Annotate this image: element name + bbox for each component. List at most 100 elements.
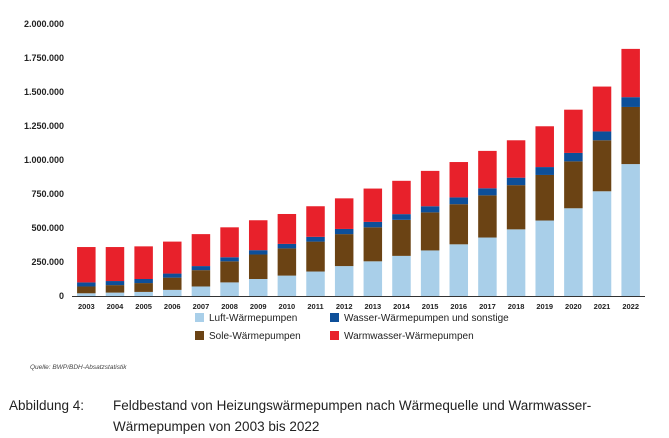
bar-segment: [134, 279, 153, 284]
x-tick-label: 2021: [594, 302, 611, 311]
source-note: Quelle: BWP/BDH-Absatzstatistik: [30, 364, 127, 371]
bar-segment: [334, 234, 354, 267]
bar-segment: [478, 188, 497, 196]
bar-segment: [363, 261, 383, 296]
bar-segment: [392, 255, 411, 296]
bar-segment: [277, 248, 297, 276]
y-tick-label: 500.000: [31, 223, 64, 233]
bar-segment: [105, 292, 125, 296]
x-tick-label: 2006: [164, 302, 181, 311]
bar-segment: [621, 164, 640, 296]
bar-segment: [163, 241, 182, 274]
legend-label: Warmwasser-Wärmepumpen: [344, 331, 474, 342]
x-tick-label: 2010: [279, 302, 296, 311]
bar-segment: [506, 229, 526, 296]
bar-segment: [420, 250, 440, 296]
bar-segment: [105, 285, 125, 293]
bar-segment: [506, 177, 526, 186]
bar-segment: [535, 174, 554, 221]
x-tick-label: 2003: [78, 302, 95, 311]
y-tick-label: 1.500.000: [24, 87, 64, 97]
bar-segment: [592, 131, 612, 141]
bar-segment: [592, 140, 612, 192]
bar-segment: [277, 213, 297, 244]
bar-segment: [220, 261, 239, 283]
bar-segment: [478, 150, 497, 189]
x-tick-label: 2017: [479, 302, 496, 311]
bar-segment: [77, 293, 96, 296]
bar-segment: [248, 250, 268, 255]
bar-segment: [220, 282, 239, 296]
x-tick-label: 2007: [193, 302, 210, 311]
bar-segment: [77, 247, 96, 283]
bar-segment: [334, 198, 354, 229]
bar-segment: [592, 191, 612, 296]
bars: [77, 48, 640, 296]
x-tick-label: 2008: [221, 302, 238, 311]
bar-segment: [134, 246, 153, 279]
bar-segment: [163, 289, 182, 296]
y-tick-label: 750.000: [31, 189, 64, 199]
bar-segment: [564, 152, 583, 162]
legend: Luft-Wärmepumpen Wasser-Wärmepumpen und s…: [195, 313, 509, 342]
legend-swatch: [330, 331, 339, 340]
bar-segment: [363, 227, 383, 262]
y-axis-ticks: 0 250.000 500.000 750.000 1.000.000 1.250.000…: [24, 19, 64, 301]
x-tick-label: 2019: [536, 302, 553, 311]
bar-segment: [363, 188, 383, 222]
bar-segment: [334, 266, 354, 296]
bar-segment: [134, 291, 153, 296]
bar-segment: [77, 282, 96, 287]
bar-segment: [163, 277, 182, 290]
x-tick-label: 2022: [622, 302, 639, 311]
bar-segment: [592, 86, 612, 132]
bar-segment: [449, 197, 469, 205]
x-tick-label: 2009: [250, 302, 267, 311]
bar-segment: [134, 283, 153, 292]
bar-segment: [621, 97, 640, 107]
bar-segment: [621, 48, 640, 98]
legend-label: Wasser-Wärmepumpen und sonstige: [344, 313, 509, 324]
bar-segment: [392, 214, 411, 220]
x-axis-ticks: 2003 2004 2005 2006 2007 2008 2009 2010 2011 2012…: [78, 302, 639, 311]
bar-segment: [449, 162, 469, 198]
bar-segment: [77, 286, 96, 294]
y-tick-label: 2.000.000: [24, 19, 64, 29]
x-tick-label: 2004: [107, 302, 125, 311]
legend-label: Sole-Wärmepumpen: [209, 331, 301, 342]
bar-segment: [306, 236, 325, 242]
bar-segment: [163, 273, 182, 278]
bar-segment: [564, 109, 583, 153]
y-tick-label: 1.000.000: [24, 155, 64, 165]
bar-segment: [248, 220, 268, 251]
bar-segment: [420, 212, 440, 251]
bar-segment: [420, 206, 440, 213]
bar-segment: [191, 266, 211, 271]
bar-segment: [535, 220, 554, 296]
bar-segment: [392, 219, 411, 256]
bar-segment: [449, 204, 469, 245]
bar-segment: [506, 140, 526, 178]
x-tick-label: 2012: [336, 302, 353, 311]
y-tick-label: 1.250.000: [24, 121, 64, 131]
bar-segment: [105, 247, 125, 282]
bar-segment: [420, 170, 440, 207]
caption-label: Abbildung 4:: [9, 398, 85, 413]
bar-segment: [621, 106, 640, 165]
caption-text: Feldbestand von Heizungswärmepumpen nach…: [113, 398, 592, 434]
bar-segment: [191, 286, 211, 296]
bar-segment: [191, 270, 211, 287]
bar-segment: [535, 126, 554, 168]
x-tick-label: 2018: [508, 302, 525, 311]
bar-segment: [191, 234, 211, 267]
x-tick-label: 2015: [422, 302, 439, 311]
bar-segment: [277, 243, 297, 249]
legend-swatch: [330, 313, 339, 322]
y-tick-label: 250.000: [31, 257, 64, 267]
bar-segment: [564, 208, 583, 296]
x-tick-label: 2016: [450, 302, 467, 311]
bar-segment: [334, 228, 354, 235]
bar-segment: [105, 281, 125, 286]
bar-segment: [506, 185, 526, 230]
legend-label: Luft-Wärmepumpen: [209, 313, 297, 324]
